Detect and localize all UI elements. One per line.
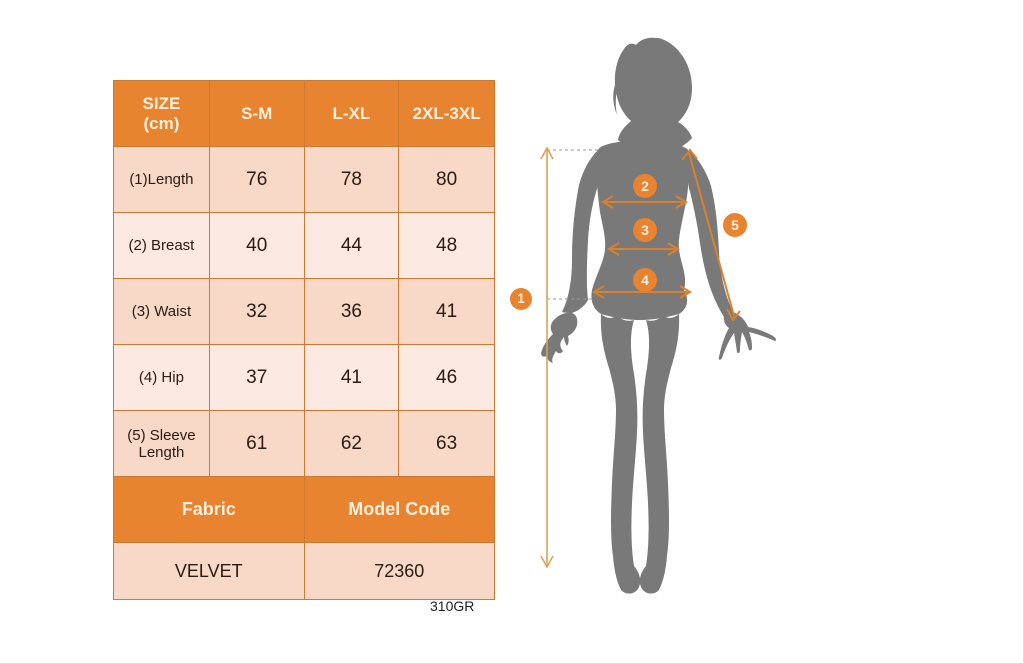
svg-text:4: 4 xyxy=(641,272,649,288)
svg-text:2: 2 xyxy=(641,178,649,194)
svg-text:1: 1 xyxy=(517,290,525,306)
svg-text:5: 5 xyxy=(731,217,739,233)
svg-text:3: 3 xyxy=(641,222,649,238)
